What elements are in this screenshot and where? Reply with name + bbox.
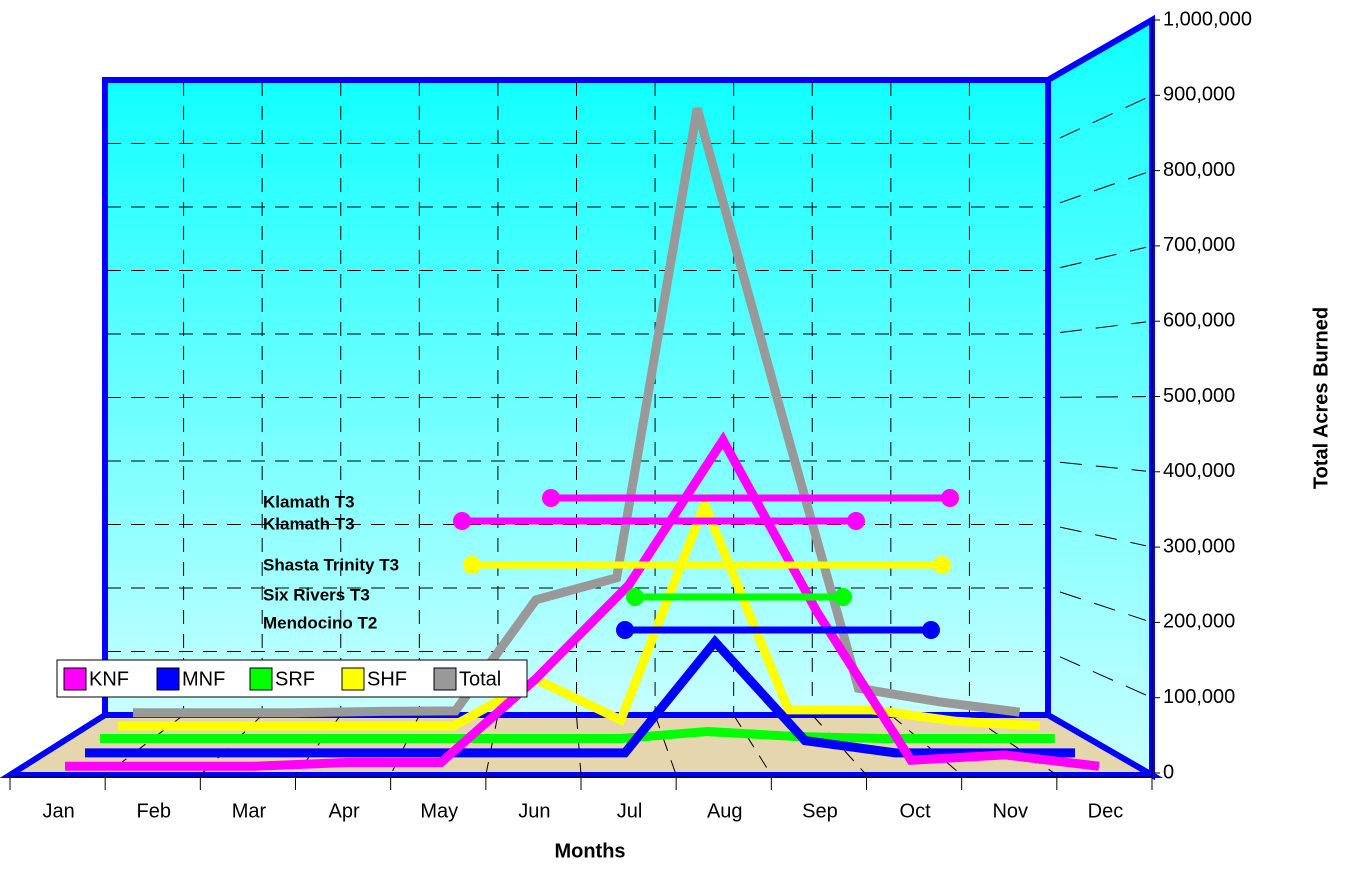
y-tick-label: 100,000 <box>1163 686 1235 708</box>
side-grid-line <box>1059 526 1147 547</box>
series <box>65 107 1100 771</box>
side-grid-line <box>1059 656 1147 696</box>
x-tick-label: Jul <box>617 800 643 822</box>
floor-grid-line <box>733 714 772 776</box>
annotation-label: Klamath T3 <box>263 514 355 533</box>
annotation-dot <box>922 621 940 639</box>
x-tick-label: Nov <box>992 800 1028 822</box>
floor-grid-line <box>485 714 499 776</box>
legend-label: Total <box>459 668 501 690</box>
annotation-dot <box>933 556 951 574</box>
legend: KNF MNF SRF SHF Total <box>56 659 528 698</box>
annotation-dot <box>941 489 959 507</box>
legend-swatch <box>156 667 180 691</box>
annotation-label: Shasta Trinity T3 <box>263 555 399 574</box>
side-grid-line <box>1059 461 1147 472</box>
y-tick-label: 500,000 <box>1163 385 1235 407</box>
floor-grid-line <box>811 714 867 776</box>
x-tick-label: Sep <box>802 800 838 822</box>
x-tick-label: Feb <box>137 800 171 822</box>
floor-grid-line <box>576 714 582 776</box>
y-tick-label: 400,000 <box>1163 460 1235 482</box>
legend-swatch <box>433 667 457 691</box>
y-tick-label: 0 <box>1163 761 1174 783</box>
legend-label: KNF <box>89 668 129 690</box>
grid <box>104 82 1147 776</box>
annotation-label: Mendocino T2 <box>263 613 377 632</box>
legend-swatch <box>341 667 365 691</box>
x-tick-label: Apr <box>329 800 360 822</box>
x-tick-label: Jun <box>518 800 550 822</box>
side-grid-line <box>1059 246 1147 269</box>
annotation-label: Klamath T3 <box>263 492 355 511</box>
annotation-dot <box>453 512 471 530</box>
legend-label: MNF <box>182 668 225 690</box>
side-grid-line <box>1059 321 1147 334</box>
legend-label: SRF <box>275 668 315 690</box>
y-tick-label: 300,000 <box>1163 535 1235 557</box>
y-tick-label: 700,000 <box>1163 234 1235 256</box>
side-grid-line <box>1059 396 1147 398</box>
annotation-dot <box>834 588 852 606</box>
legend-swatch <box>249 667 273 691</box>
annotation-dot <box>463 556 481 574</box>
x-tick-label: Aug <box>707 800 743 822</box>
x-axis-title: Months <box>554 840 625 862</box>
x-tick-label: Dec <box>1088 800 1124 822</box>
annotation-dot <box>616 621 634 639</box>
y-tick-label: 600,000 <box>1163 309 1235 331</box>
annotation-dot <box>626 588 644 606</box>
annotation-dot <box>847 512 865 530</box>
annotation-label: Six Rivers T3 <box>263 585 370 604</box>
y-tick-label: 800,000 <box>1163 159 1235 181</box>
y-axis-title: Total Acres Burned <box>1310 307 1332 489</box>
y-tick-label: 1,000,000 <box>1163 8 1252 30</box>
x-tick-label: May <box>420 800 458 822</box>
side-grid-line <box>1059 172 1147 204</box>
y-tick-label: 200,000 <box>1163 611 1235 633</box>
annotations: Klamath T3 Klamath T3 Shasta Trinity T3 Six… <box>263 489 959 639</box>
x-tick-label: Jan <box>42 800 74 822</box>
x-tick-label: Mar <box>232 800 267 822</box>
annotation-dot <box>542 489 560 507</box>
legend-label: SHF <box>367 668 407 690</box>
legend-swatch <box>63 667 87 691</box>
series-line <box>65 431 1100 771</box>
axes: 0 100,000 200,000 300,000 400,000 500,000 600,… <box>9 8 1252 822</box>
side-grid-line <box>1059 97 1147 139</box>
y-tick-label: 900,000 <box>1163 84 1235 106</box>
floor-grid-line <box>654 714 677 776</box>
side-grid-line <box>1059 591 1147 621</box>
x-tick-label: Oct <box>900 800 932 822</box>
floor-grid-line <box>890 714 962 776</box>
floor-grid-line <box>969 714 1058 776</box>
series-line <box>118 492 1041 731</box>
